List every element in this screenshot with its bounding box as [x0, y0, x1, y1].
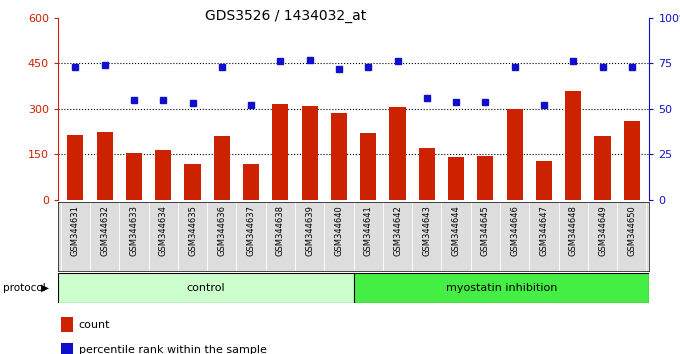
Text: GSM344646: GSM344646 — [510, 205, 519, 256]
Bar — [61, 317, 73, 332]
Bar — [126, 153, 142, 200]
Text: GSM344650: GSM344650 — [628, 205, 636, 256]
Text: GSM344633: GSM344633 — [129, 205, 139, 256]
Text: GSM344635: GSM344635 — [188, 205, 197, 256]
Bar — [155, 150, 171, 200]
Bar — [61, 343, 73, 354]
Text: GSM344638: GSM344638 — [276, 205, 285, 256]
Bar — [390, 107, 405, 200]
Bar — [507, 109, 523, 200]
Text: GDS3526 / 1434032_at: GDS3526 / 1434032_at — [205, 9, 367, 23]
Text: GSM344648: GSM344648 — [568, 205, 578, 256]
Text: GSM344636: GSM344636 — [218, 205, 226, 256]
Text: GSM344649: GSM344649 — [598, 205, 607, 256]
Text: percentile rank within the sample: percentile rank within the sample — [78, 345, 267, 354]
Text: GSM344640: GSM344640 — [335, 205, 343, 256]
Bar — [214, 136, 230, 200]
Bar — [302, 106, 318, 200]
Text: control: control — [186, 282, 225, 293]
Bar — [419, 148, 435, 200]
Bar — [243, 164, 259, 200]
Bar — [624, 121, 640, 200]
Bar — [448, 158, 464, 200]
Bar — [354, 273, 649, 303]
Text: GSM344642: GSM344642 — [393, 205, 402, 256]
Text: GSM344644: GSM344644 — [452, 205, 460, 256]
Bar — [184, 164, 201, 200]
Bar — [67, 135, 84, 200]
Text: myostatin inhibition: myostatin inhibition — [446, 282, 557, 293]
Text: GSM344645: GSM344645 — [481, 205, 490, 256]
Bar — [565, 91, 581, 200]
Bar — [331, 113, 347, 200]
Text: GSM344647: GSM344647 — [539, 205, 549, 256]
Bar — [477, 156, 494, 200]
Text: GSM344632: GSM344632 — [100, 205, 109, 256]
Text: protocol: protocol — [3, 282, 46, 293]
Text: GSM344641: GSM344641 — [364, 205, 373, 256]
Text: GSM344634: GSM344634 — [158, 205, 168, 256]
Text: GSM344643: GSM344643 — [422, 205, 431, 256]
Text: GSM344639: GSM344639 — [305, 205, 314, 256]
Bar — [536, 160, 552, 200]
Text: GSM344631: GSM344631 — [71, 205, 80, 256]
Bar — [272, 104, 288, 200]
Bar — [594, 136, 611, 200]
Text: count: count — [78, 320, 110, 330]
Bar — [360, 133, 376, 200]
Bar — [97, 132, 113, 200]
Text: ▶: ▶ — [41, 282, 49, 293]
Bar — [58, 273, 354, 303]
Text: GSM344637: GSM344637 — [247, 205, 256, 256]
